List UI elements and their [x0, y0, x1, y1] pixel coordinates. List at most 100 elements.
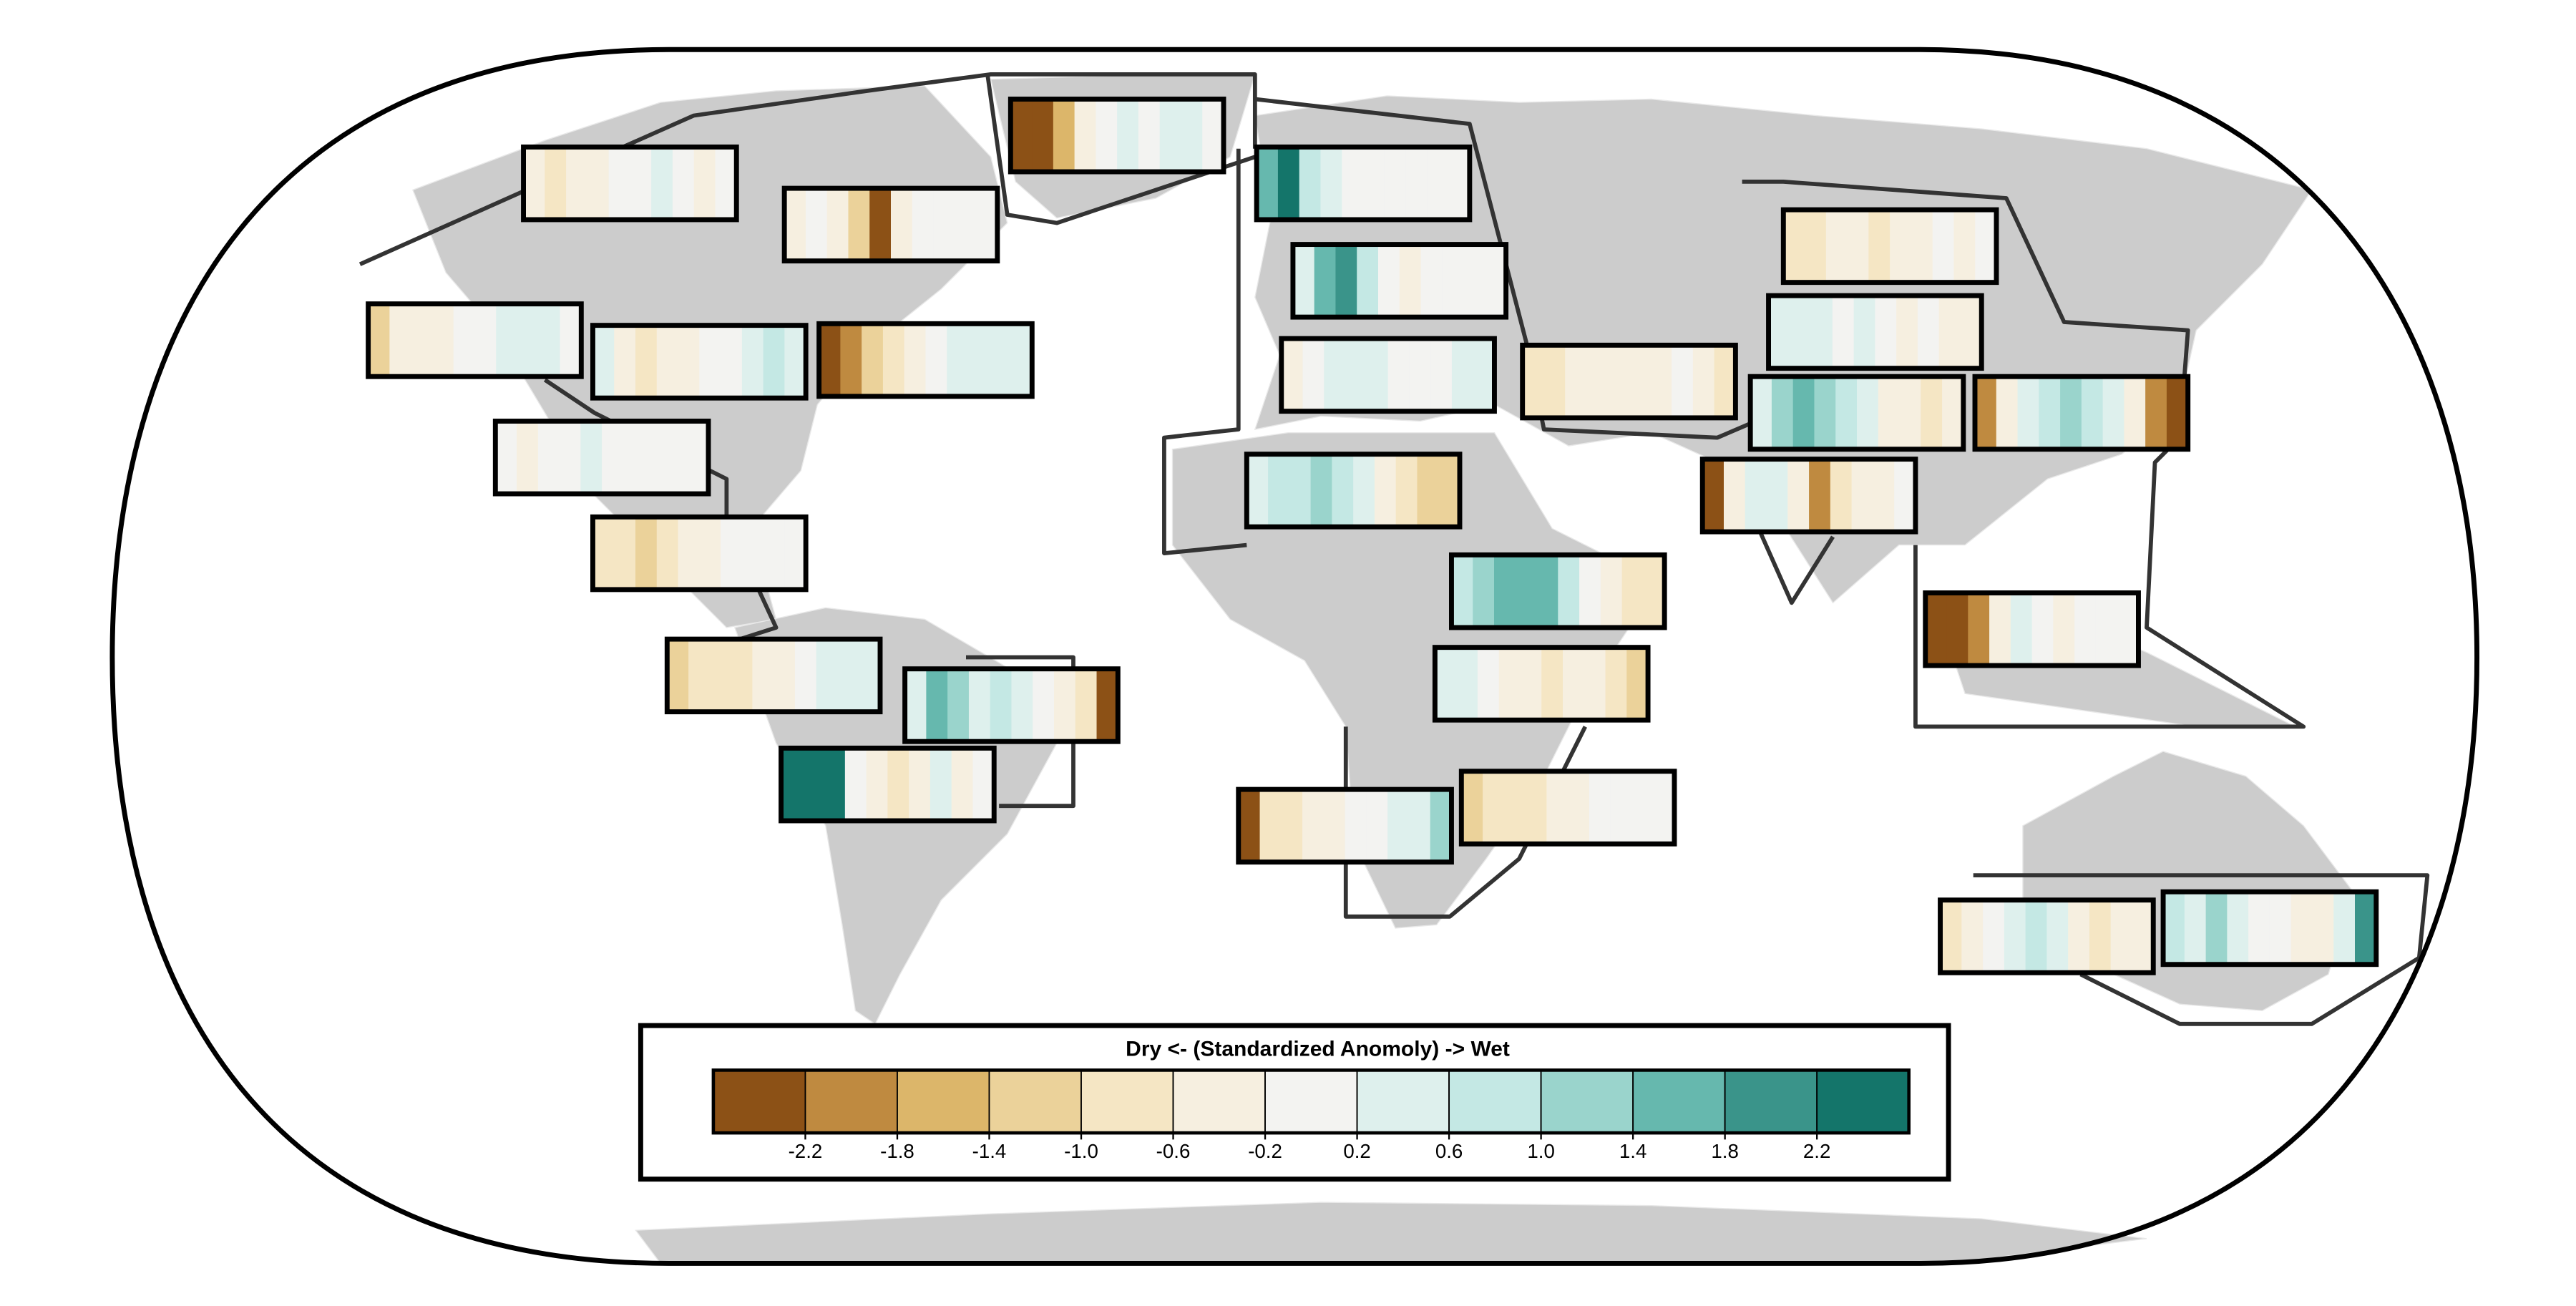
anomaly-stripe [763, 325, 786, 399]
anomaly-stripe [1075, 668, 1098, 742]
anomaly-stripe [1940, 900, 1962, 973]
anomaly-stripe [592, 517, 615, 590]
region-box [1766, 293, 1984, 371]
region-box [1448, 552, 1667, 630]
anomaly-stripe [1345, 789, 1367, 862]
anomaly-stripe [1366, 789, 1388, 862]
anomaly-stripe [2010, 593, 2033, 666]
anomaly-stripe [1159, 99, 1182, 172]
anomaly-stripe [1238, 789, 1261, 862]
anomaly-stripe [623, 421, 645, 494]
region-box-frame [2160, 889, 2379, 968]
colorbar-tick-label: -1.4 [972, 1140, 1007, 1162]
anomaly-stripe [1456, 647, 1478, 721]
anomaly-stripe [644, 421, 667, 494]
anomaly-stripe [1787, 459, 1810, 532]
anomaly-stripe [781, 748, 803, 821]
anomaly-stripe [1515, 555, 1538, 628]
anomaly-stripe [824, 748, 846, 821]
anomaly-stripe [774, 639, 796, 712]
region-box-frame [492, 419, 711, 497]
anomaly-stripe [2017, 376, 2039, 449]
anomaly-stripe [794, 639, 817, 712]
anomaly-stripe [721, 325, 743, 399]
anomaly-stripe [1783, 210, 1805, 283]
anomaly-stripe [2046, 900, 2069, 973]
anomaly-stripe [2074, 593, 2097, 666]
anomaly-stripe [1568, 771, 1590, 844]
anomaly-stripe [538, 303, 561, 377]
anomaly-stripe [1246, 454, 1269, 527]
region-box [1780, 207, 1999, 286]
anomaly-stripe [1975, 210, 1997, 283]
anomaly-stripe [1387, 789, 1410, 862]
anomaly-stripe [2124, 376, 2146, 449]
anomaly-stripe [1430, 789, 1453, 862]
anomaly-stripe [2312, 892, 2334, 965]
anomaly-stripe [1292, 244, 1315, 318]
anomaly-stripe [1541, 647, 1563, 721]
region-box [1923, 590, 2141, 668]
anomaly-stripe [2166, 376, 2189, 449]
anomaly-stripe [1565, 345, 1587, 418]
region-box [1279, 336, 1497, 414]
anomaly-stripe [1745, 459, 1767, 532]
anomaly-stripe [859, 639, 881, 712]
antarctica [635, 1202, 2147, 1264]
anomaly-stripe [1320, 147, 1342, 220]
anomaly-stripe [1181, 99, 1203, 172]
anomaly-stripe [1484, 244, 1507, 318]
anomaly-stripe [2060, 376, 2082, 449]
anomaly-stripe [925, 323, 947, 396]
colorbar-bin [1632, 1069, 1726, 1134]
anomaly-stripe [741, 325, 764, 399]
colorbar-tick-label: 1.8 [1711, 1140, 1739, 1162]
anomaly-stripe [1771, 376, 1794, 449]
region-box [590, 323, 809, 401]
anomaly-stripe [887, 748, 909, 821]
anomaly-stripe [2004, 900, 2026, 973]
colorbar-bin [1172, 1069, 1266, 1134]
map-frame [109, 47, 2480, 1266]
anomaly-stripe [2089, 900, 2112, 973]
anomaly-stripe [1672, 345, 1694, 418]
anomaly-stripe [1653, 771, 1675, 844]
anomaly-stripe [1138, 99, 1161, 172]
anomaly-stripe [635, 325, 658, 399]
anomaly-stripe [912, 188, 935, 261]
anomaly-stripe [1921, 376, 1943, 449]
anomaly-stripe [537, 421, 560, 494]
anomaly-stripe [411, 303, 433, 377]
anomaly-stripe [1054, 668, 1076, 742]
anomaly-stripe [1853, 296, 1876, 369]
anomaly-stripe [1875, 296, 1897, 369]
anomaly-stripe [1473, 555, 1495, 628]
anomaly-stripe [1032, 99, 1054, 172]
anomaly-stripe [968, 668, 991, 742]
colorbar-tick-label: -0.2 [1248, 1140, 1282, 1162]
anomaly-stripe [1899, 376, 1921, 449]
colorbar: Dry <- (Standardized Anomoly) -> Wet -2.… [638, 1023, 1951, 1182]
anomaly-stripe [608, 147, 631, 220]
region-box [664, 636, 883, 715]
colorbar-tick-label: 1.0 [1527, 1140, 1555, 1162]
region-boxes [366, 97, 2379, 975]
colorbar-bin [1264, 1069, 1358, 1134]
anomaly-stripe [1033, 668, 1055, 742]
anomaly-stripe [1825, 210, 1848, 283]
anomaly-stripe [1579, 555, 1601, 628]
anomaly-stripe [1451, 338, 1474, 411]
anomaly-stripe [1310, 454, 1333, 527]
anomaly-stripe [1896, 296, 1918, 369]
anomaly-stripe [1498, 647, 1521, 721]
anomaly-stripe [1010, 323, 1033, 396]
anomaly-stripe [678, 517, 701, 590]
anomaly-stripe [869, 188, 892, 261]
anomaly-stripe [1563, 647, 1585, 721]
anomaly-stripe [1525, 771, 1548, 844]
region-box-frame [590, 514, 809, 593]
region-box-frame [1236, 786, 1454, 865]
region-box-frame [1244, 452, 1463, 530]
anomaly-stripe [930, 748, 952, 821]
anomaly-stripe [1302, 789, 1324, 862]
